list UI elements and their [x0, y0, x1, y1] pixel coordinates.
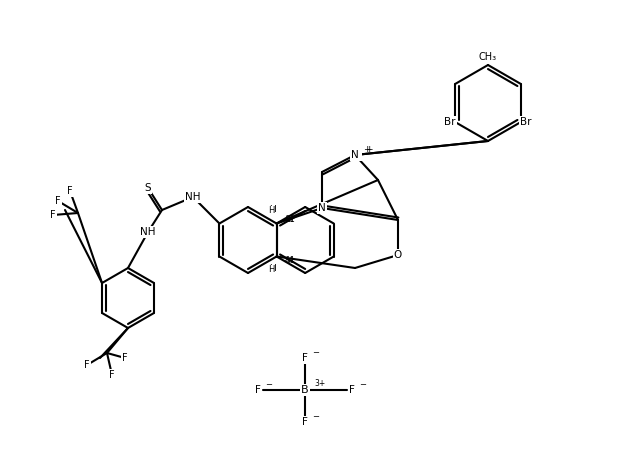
- Text: −: −: [359, 380, 366, 389]
- Text: +: +: [363, 146, 370, 154]
- Text: B: B: [301, 385, 309, 395]
- Text: F: F: [349, 385, 355, 395]
- Text: H: H: [268, 206, 275, 215]
- Text: N: N: [318, 203, 326, 213]
- Text: &1: &1: [285, 218, 295, 224]
- Text: &1: &1: [285, 256, 295, 265]
- Text: +: +: [365, 145, 373, 154]
- Text: N: N: [353, 150, 361, 160]
- Text: N: N: [318, 203, 326, 213]
- Text: CH₃: CH₃: [479, 52, 497, 62]
- Text: −: −: [312, 349, 319, 358]
- Text: H: H: [269, 205, 276, 214]
- Text: −: −: [265, 380, 272, 389]
- Text: F: F: [50, 210, 56, 220]
- Text: F: F: [109, 370, 115, 380]
- Text: O: O: [394, 250, 402, 260]
- Text: H: H: [269, 264, 276, 273]
- Text: &1: &1: [285, 256, 295, 263]
- Text: F: F: [255, 385, 261, 395]
- Text: Br: Br: [520, 117, 532, 127]
- Text: F: F: [302, 353, 308, 363]
- Text: N: N: [351, 150, 359, 160]
- Text: F: F: [122, 353, 128, 363]
- Text: NH: NH: [140, 227, 156, 237]
- Text: 3+: 3+: [314, 380, 325, 388]
- Text: S: S: [145, 183, 152, 193]
- Text: NH: NH: [185, 192, 201, 202]
- Text: N: N: [351, 150, 359, 160]
- Text: F: F: [55, 196, 61, 206]
- Text: F: F: [67, 186, 73, 196]
- Text: F: F: [302, 417, 308, 427]
- Text: &1: &1: [285, 215, 295, 224]
- Text: Br: Br: [444, 117, 456, 127]
- Text: H: H: [268, 265, 275, 274]
- Text: F: F: [84, 360, 90, 370]
- Text: −: −: [312, 412, 319, 422]
